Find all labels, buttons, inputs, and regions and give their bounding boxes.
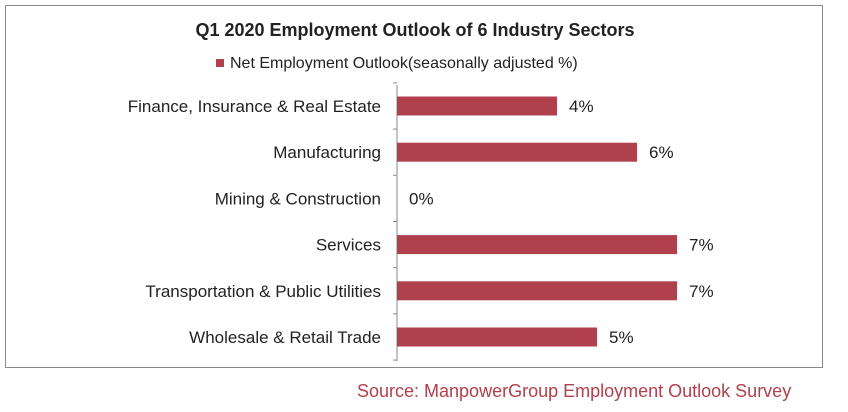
- chart-title: Q1 2020 Employment Outlook of 6 Industry…: [195, 20, 634, 40]
- data-label: 7%: [689, 282, 714, 301]
- data-label: 6%: [649, 143, 674, 162]
- legend-label: Net Employment Outlook(seasonally adjust…: [230, 55, 578, 72]
- category-label: Transportation & Public Utilities: [145, 282, 381, 301]
- category-label: Wholesale & Retail Trade: [189, 328, 381, 347]
- data-label: 5%: [609, 328, 634, 347]
- bar: [397, 281, 677, 301]
- category-label: Services: [316, 236, 381, 255]
- data-label: 0%: [409, 189, 434, 208]
- chart-frame: Q1 2020 Employment Outlook of 6 Industry…: [5, 5, 823, 368]
- bar: [397, 96, 557, 116]
- bar-chart: Q1 2020 Employment Outlook of 6 Industry…: [128, 20, 714, 361]
- bar: [397, 327, 597, 347]
- category-label: Finance, Insurance & Real Estate: [128, 97, 381, 116]
- source-note: Source: ManpowerGroup Employment Outlook…: [357, 381, 792, 401]
- category-label: Mining & Construction: [215, 189, 381, 208]
- data-label: 4%: [569, 97, 594, 116]
- data-label: 7%: [689, 236, 714, 255]
- category-label: Manufacturing: [273, 143, 381, 162]
- bar: [397, 142, 637, 162]
- bar: [397, 235, 677, 255]
- legend-swatch: [216, 59, 224, 67]
